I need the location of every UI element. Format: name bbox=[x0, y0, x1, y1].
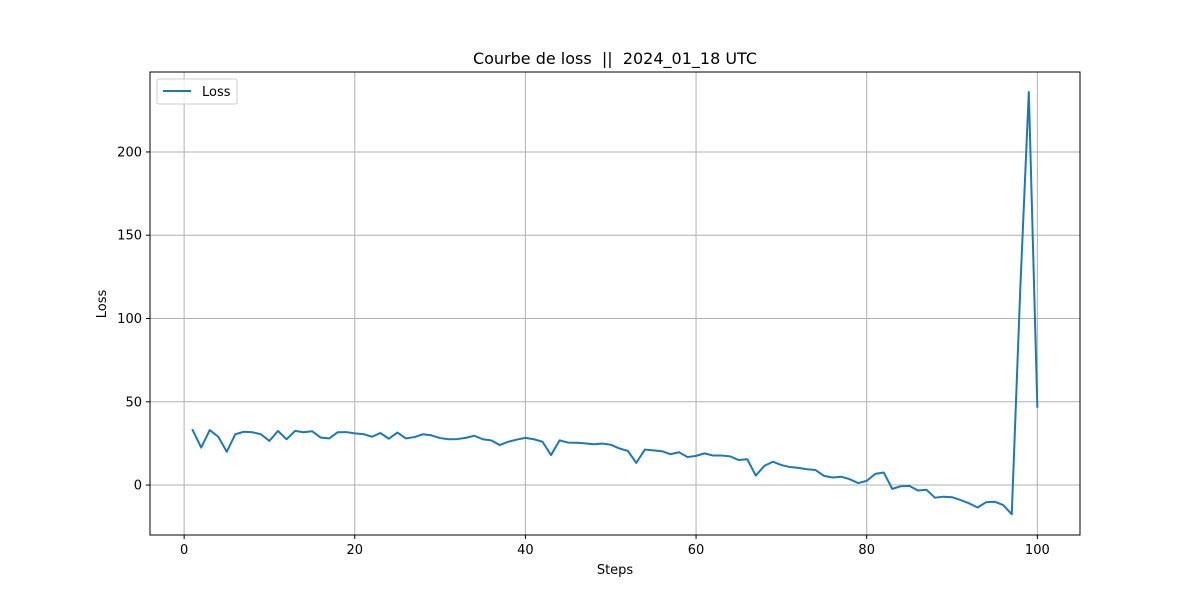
y-axis: 0 50 100 150 200 bbox=[117, 145, 150, 494]
y-axis-label: Loss bbox=[95, 290, 110, 319]
chart-title: Courbe de loss || 2024_01_18 UTC bbox=[473, 49, 757, 69]
y-tick-label: 150 bbox=[117, 229, 142, 244]
x-tick-label: 60 bbox=[688, 543, 705, 558]
plot-area bbox=[191, 90, 1039, 516]
y-tick-label: 0 bbox=[134, 479, 142, 494]
x-tick-label: 100 bbox=[1025, 543, 1050, 558]
y-tick-label: 50 bbox=[125, 395, 142, 410]
x-axis: 0 20 40 60 80 100 bbox=[180, 535, 1050, 558]
x-tick-label: 40 bbox=[517, 543, 534, 558]
y-tick-label: 100 bbox=[117, 312, 142, 327]
series-line-loss bbox=[191, 90, 1039, 516]
plot-frame bbox=[149, 71, 1081, 536]
legend: Loss bbox=[156, 78, 238, 105]
x-tick-label: 80 bbox=[858, 543, 875, 558]
grid bbox=[150, 72, 1080, 535]
x-axis-label: Steps bbox=[597, 563, 634, 578]
legend-box bbox=[156, 78, 238, 105]
y-tick-label: 200 bbox=[117, 145, 142, 160]
x-tick-label: 0 bbox=[180, 543, 188, 558]
legend-entry-loss: Loss bbox=[202, 85, 231, 100]
x-tick-label: 20 bbox=[346, 543, 363, 558]
